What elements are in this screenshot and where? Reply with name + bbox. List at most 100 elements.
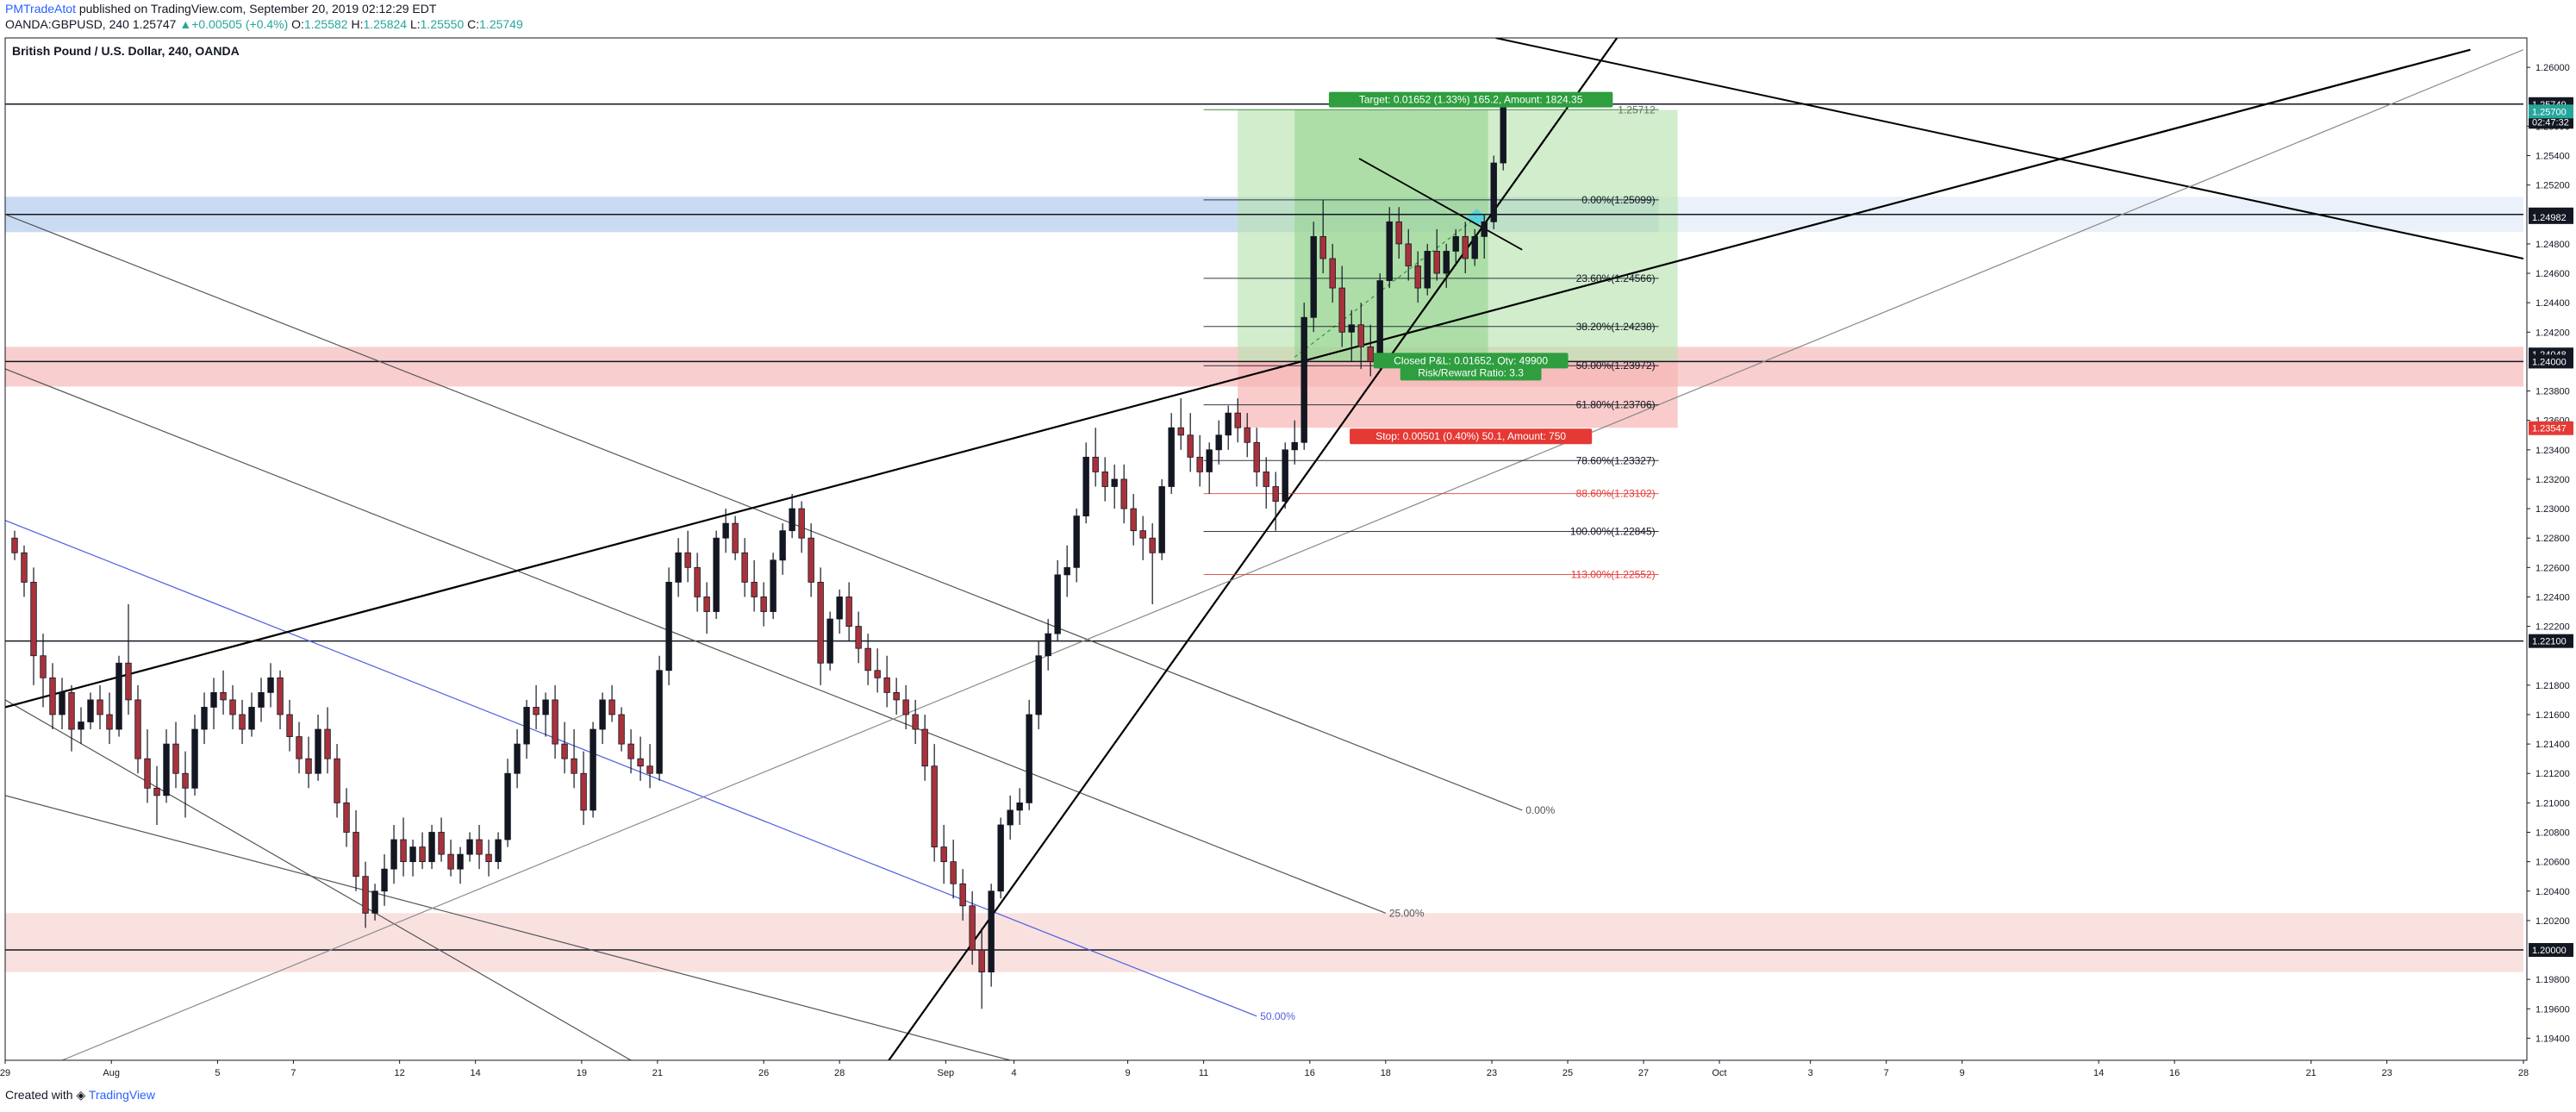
candle xyxy=(1452,228,1459,266)
price-tag-bg xyxy=(2529,104,2573,119)
candle xyxy=(1016,788,1023,825)
candle-body xyxy=(485,853,492,863)
candle-body xyxy=(969,905,976,951)
candle-body xyxy=(902,699,909,715)
candle-body xyxy=(1215,434,1222,451)
candle-body xyxy=(732,522,739,553)
candle xyxy=(153,765,160,825)
candle-body xyxy=(1149,537,1156,553)
candle-body xyxy=(931,765,938,847)
candle-body xyxy=(409,846,416,863)
candle-body xyxy=(30,581,37,657)
candle xyxy=(163,729,170,803)
candle xyxy=(324,707,331,774)
candle xyxy=(864,634,871,685)
x-tick-label: Sep xyxy=(938,1068,955,1078)
candle xyxy=(969,890,976,965)
candle-body xyxy=(855,626,862,649)
author-link[interactable]: PMTradeAtot xyxy=(5,2,76,16)
y-tick-label: 1.24200 xyxy=(2535,328,2570,338)
candle-body xyxy=(637,758,644,767)
candle xyxy=(362,861,369,928)
candle-body xyxy=(741,552,748,583)
candle xyxy=(1168,413,1175,495)
channel-line xyxy=(5,699,632,1060)
candle-body xyxy=(286,714,293,737)
candle-body xyxy=(495,839,502,863)
candle xyxy=(1092,428,1099,487)
candle-body xyxy=(1490,162,1497,222)
candle xyxy=(248,692,255,737)
stop-label: Stop: 0.00501 (0.40%) 50.1, Amount: 750 xyxy=(1375,430,1566,442)
candle-body xyxy=(1111,478,1118,487)
price-tag-bg xyxy=(2529,634,2573,648)
candle-body xyxy=(97,699,103,715)
candle-body xyxy=(1263,472,1269,487)
candle-body xyxy=(153,787,160,797)
candle xyxy=(334,744,340,818)
candle xyxy=(1263,457,1269,509)
candle-body xyxy=(893,691,900,701)
channel-line xyxy=(5,795,1011,1060)
x-tick-label: 9 xyxy=(1126,1068,1131,1078)
candle xyxy=(817,567,824,685)
candle xyxy=(1244,413,1251,458)
high-value: 1.25824 xyxy=(363,17,408,31)
candle xyxy=(201,692,208,745)
close-value: 1.25749 xyxy=(479,17,523,31)
open-value: 1.25582 xyxy=(303,17,348,31)
fib-level-label: 0.00%(1.25099) xyxy=(1581,194,1655,206)
fib-level-label: 50.00%(1.23972) xyxy=(1576,359,1656,372)
candle-body xyxy=(144,758,151,789)
channel-label: 50.00% xyxy=(1260,1010,1295,1022)
candle xyxy=(997,817,1004,899)
candle-body xyxy=(1225,412,1232,436)
candle-body xyxy=(646,765,653,774)
candle xyxy=(789,494,795,539)
y-tick-label: 1.22400 xyxy=(2535,592,2570,603)
candle xyxy=(447,840,454,877)
candle xyxy=(1310,222,1317,333)
candle xyxy=(1500,97,1506,171)
candle-body xyxy=(760,597,767,612)
x-tick-label: 23 xyxy=(2381,1068,2392,1078)
risk-reward-label: Risk/Reward Ratio: 3.3 xyxy=(1418,366,1524,378)
low-value: 1.25550 xyxy=(420,17,465,31)
candle xyxy=(1149,523,1156,604)
candle xyxy=(438,817,445,862)
candle xyxy=(1348,309,1355,362)
candle xyxy=(144,729,151,803)
y-tick-label: 1.20600 xyxy=(2535,858,2570,868)
candle xyxy=(305,736,312,789)
candle-body xyxy=(163,743,170,797)
candle xyxy=(760,582,767,627)
candle-body xyxy=(1035,655,1042,715)
candle-body xyxy=(684,552,691,568)
candle-body xyxy=(1376,280,1383,362)
candle-body xyxy=(1054,574,1061,634)
candle-body xyxy=(324,728,331,759)
candle xyxy=(798,501,805,553)
candle-body xyxy=(1158,486,1165,553)
candle xyxy=(675,538,682,597)
chart-title: British Pound / U.S. Dollar, 240, OANDA xyxy=(12,44,240,58)
candle-body xyxy=(722,522,729,539)
candle-body xyxy=(1329,258,1336,289)
candle-body xyxy=(476,839,483,855)
candle-body xyxy=(608,699,615,715)
ohlc-line: OANDA:GBPUSD, 240 1.25747 ▲+0.00505 (+0.… xyxy=(5,17,523,31)
candle xyxy=(229,684,236,730)
candle-body xyxy=(514,743,521,774)
publish-info: published on TradingView.com, September … xyxy=(78,2,437,16)
candle xyxy=(286,699,293,752)
candle-body xyxy=(1319,235,1326,259)
candle xyxy=(134,684,141,774)
candle-body xyxy=(78,722,84,730)
candle-body xyxy=(1452,235,1459,252)
x-tick-label: 28 xyxy=(2518,1068,2529,1078)
candle xyxy=(1225,405,1232,450)
tradingview-brand[interactable]: TradingView xyxy=(88,1088,155,1102)
candle-body xyxy=(599,699,606,730)
